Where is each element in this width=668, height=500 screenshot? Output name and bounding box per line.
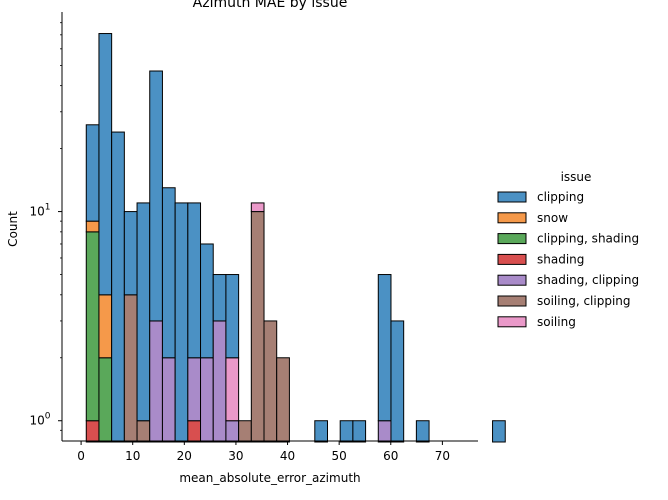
- bar-segment: [98, 33, 113, 296]
- bar-segment: [250, 211, 265, 443]
- bar-segment: [415, 420, 430, 443]
- bar-segment: [225, 420, 240, 443]
- bar-segment: [390, 320, 405, 443]
- bar-segment: [187, 357, 202, 422]
- bar-segment: [98, 294, 113, 359]
- bar-segment: [225, 274, 240, 359]
- bar-segment: [123, 211, 138, 296]
- x-axis-ticks: 0 10 20 30 40 50 60 70: [77, 441, 450, 463]
- bar-segment: [85, 220, 100, 233]
- bar-segment: [212, 274, 227, 322]
- legend-swatch: [497, 233, 527, 245]
- legend-label: soiling: [537, 315, 576, 329]
- bar-segment: [238, 420, 252, 443]
- bar-segment: [149, 70, 163, 322]
- bar-segment: [352, 420, 367, 443]
- bar-segment: [136, 420, 151, 443]
- bar-segment: [377, 420, 392, 443]
- x-axis-label: mean_absolute_error_azimuth: [179, 471, 360, 485]
- legend-label: soiling, clipping: [537, 294, 631, 308]
- bar-segment: [250, 202, 265, 213]
- legend-label: clipping: [537, 190, 584, 204]
- bar-segment: [111, 131, 125, 443]
- legend-label: snow: [537, 211, 568, 225]
- x-tick-label: 20: [177, 449, 192, 463]
- y-axis-label: Count: [6, 211, 20, 247]
- legend-swatch: [497, 316, 527, 328]
- bar-segment: [98, 357, 113, 443]
- legend: issue clipping snow clipping, shading shadi…: [497, 170, 639, 329]
- bar-segment: [149, 320, 163, 443]
- bar-segment: [212, 320, 227, 443]
- legend-swatch: [497, 295, 527, 307]
- bar-segment: [263, 320, 278, 443]
- legend-swatch: [497, 191, 527, 203]
- y-tick-label: 100: [29, 412, 50, 428]
- x-tick-label: 40: [280, 449, 295, 463]
- x-tick-label: 30: [228, 449, 243, 463]
- legend-swatch: [497, 253, 527, 265]
- bar-segment: [377, 274, 392, 422]
- bar-segment: [314, 420, 328, 443]
- legend-label: clipping, shading: [537, 232, 639, 246]
- bar-segment: [492, 420, 506, 443]
- bar-segment: [85, 420, 100, 443]
- histogram-bars: [85, 33, 506, 443]
- y-tick-label: 101: [29, 203, 50, 219]
- bar-segment: [161, 357, 176, 443]
- bar-segment: [136, 202, 151, 422]
- chart-title: Azimuth MAE by issue: [193, 0, 348, 11]
- bar-segment: [200, 357, 214, 443]
- legend-swatch: [497, 274, 527, 286]
- x-tick-label: 70: [435, 449, 450, 463]
- bar-segment: [339, 420, 354, 443]
- x-tick-label: 0: [77, 449, 85, 463]
- bar-segment: [225, 357, 240, 422]
- x-tick-label: 50: [332, 449, 347, 463]
- bar-segment: [123, 294, 138, 443]
- y-axis-ticks: 100 101: [29, 22, 62, 431]
- x-tick-label: 60: [383, 449, 398, 463]
- bar-segment: [161, 187, 176, 359]
- bar-segment: [276, 357, 290, 443]
- x-tick-label: 10: [125, 449, 140, 463]
- legend-swatch: [497, 212, 527, 224]
- bar-segment: [85, 231, 100, 422]
- bar-segment: [174, 202, 189, 443]
- legend-label: shading: [537, 252, 584, 266]
- bar-segment: [85, 124, 100, 222]
- legend-label: shading, clipping: [537, 273, 639, 287]
- bar-segment: [187, 202, 202, 359]
- legend-title: issue: [561, 170, 592, 184]
- bar-segment: [187, 420, 202, 443]
- bar-segment: [200, 243, 214, 359]
